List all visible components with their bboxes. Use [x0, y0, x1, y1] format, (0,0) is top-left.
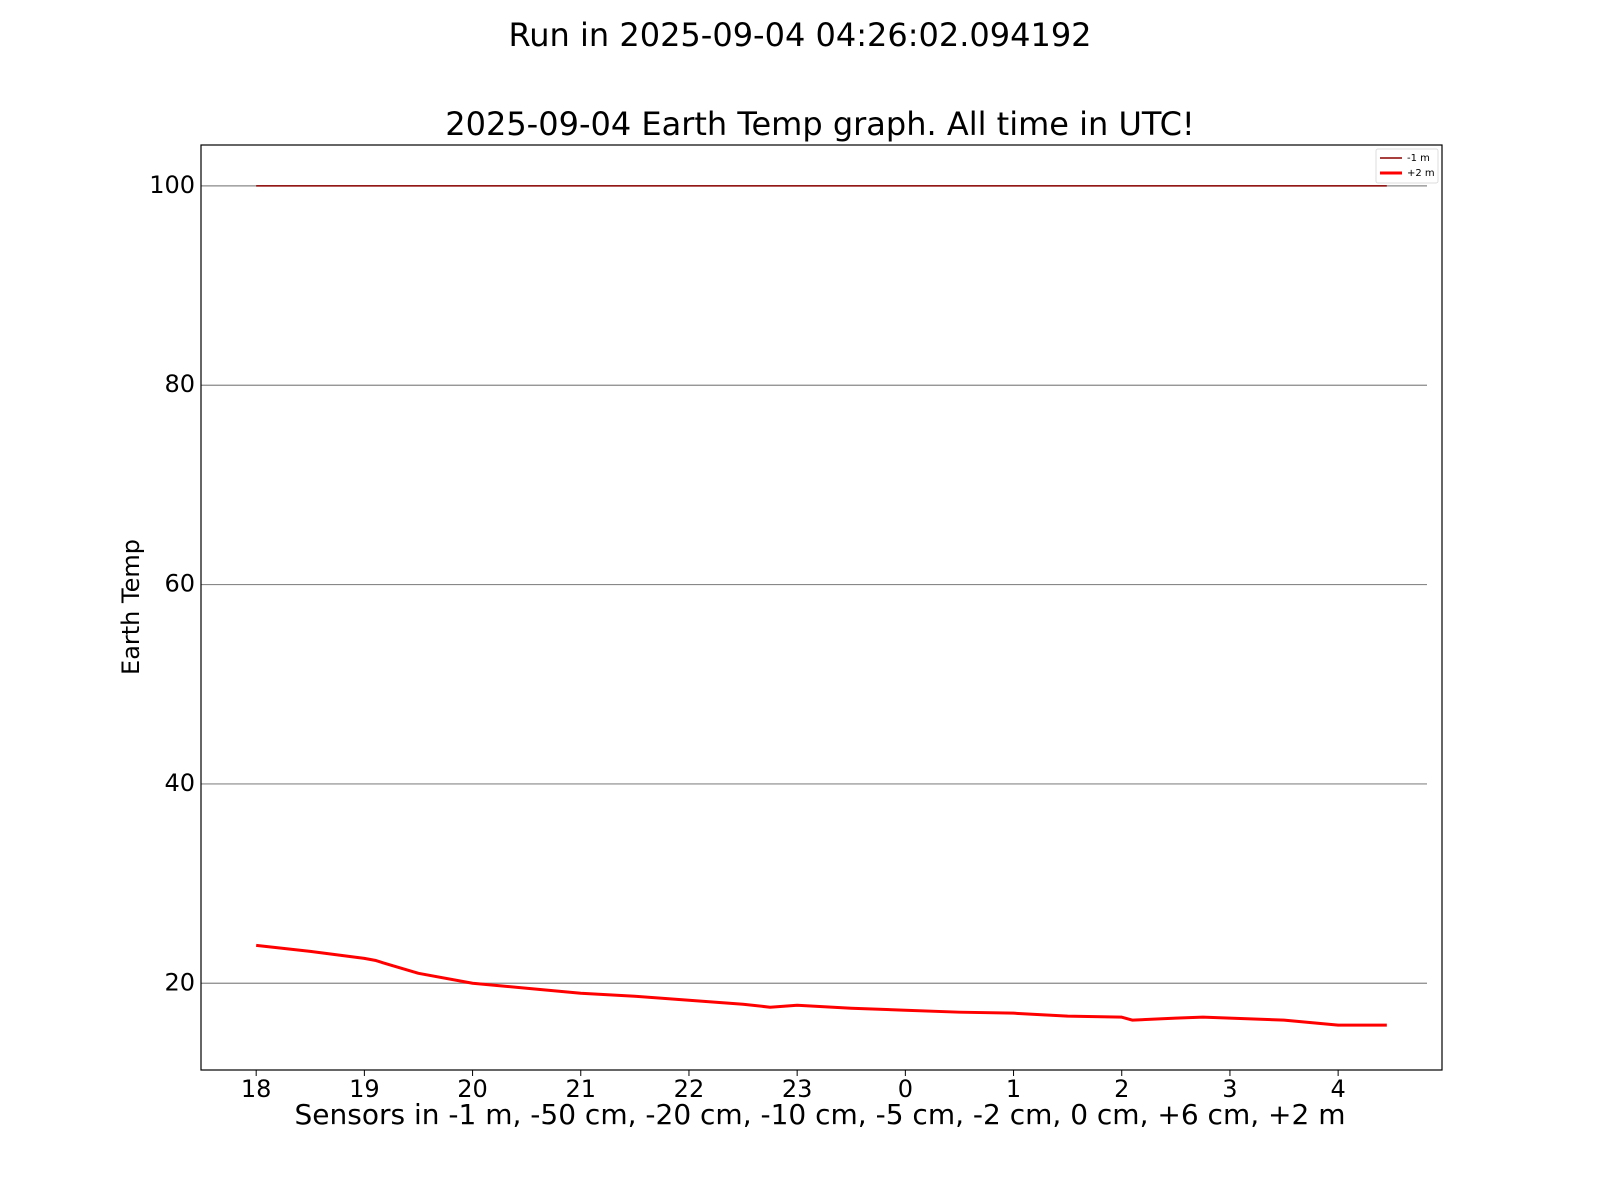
y-tick-label: 80	[164, 370, 195, 398]
x-tick-label: 20	[457, 1075, 488, 1103]
x-tick-label: 21	[565, 1075, 596, 1103]
chart-title: 2025-09-04 Earth Temp graph. All time in…	[445, 105, 1195, 143]
y-tick-label: 20	[164, 968, 195, 996]
suptitle: Run in 2025-09-04 04:26:02.094192	[508, 16, 1091, 54]
x-tick-label: 2	[1114, 1075, 1129, 1103]
x-tick-label: 4	[1330, 1075, 1345, 1103]
plot-frame	[200, 144, 1443, 1071]
y-axis-label: Earth Temp	[117, 539, 145, 675]
x-tick-label: 3	[1222, 1075, 1237, 1103]
data-line	[256, 943, 1387, 1027]
y-tick-label: 40	[164, 769, 195, 797]
x-tick-label: 0	[898, 1075, 913, 1103]
x-tick-label: 22	[674, 1075, 705, 1103]
legend-label: +2 m	[1407, 168, 1435, 179]
x-axis-label: Sensors in -1 m, -50 cm, -20 cm, -10 cm,…	[295, 1098, 1346, 1131]
x-tick-label: 18	[241, 1075, 272, 1103]
y-tick-label: 100	[149, 171, 195, 199]
x-tick-label: 23	[782, 1075, 813, 1103]
legend-label: -1 m	[1407, 153, 1430, 164]
legend: -1 m +2 m	[1375, 148, 1439, 184]
x-tick-label: 19	[349, 1075, 380, 1103]
x-tick-label: 1	[1006, 1075, 1021, 1103]
y-tick-label: 60	[164, 570, 195, 598]
